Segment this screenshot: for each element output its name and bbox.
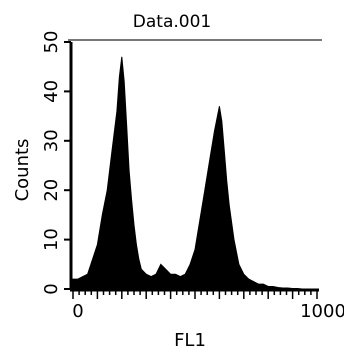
y-tick-label: 40: [41, 80, 62, 103]
y-tick-label: 30: [41, 129, 62, 152]
y-axis-label: Counts: [12, 139, 33, 202]
y-tick-label: 50: [41, 31, 62, 54]
histogram-area: [72, 56, 317, 290]
y-ticks: 0 10 20 30 40 50: [41, 31, 71, 295]
x-tick-label: 0: [72, 301, 83, 322]
x-axis-label: FL1: [174, 330, 206, 351]
x-tick-label: 1000: [300, 301, 344, 322]
y-tick-label: 0: [41, 283, 62, 294]
y-tick-label: 10: [41, 228, 62, 251]
y-tick-label: 20: [41, 179, 62, 202]
x-ticks: 0 1000: [72, 290, 344, 322]
chart-title: Data.001: [133, 12, 211, 32]
